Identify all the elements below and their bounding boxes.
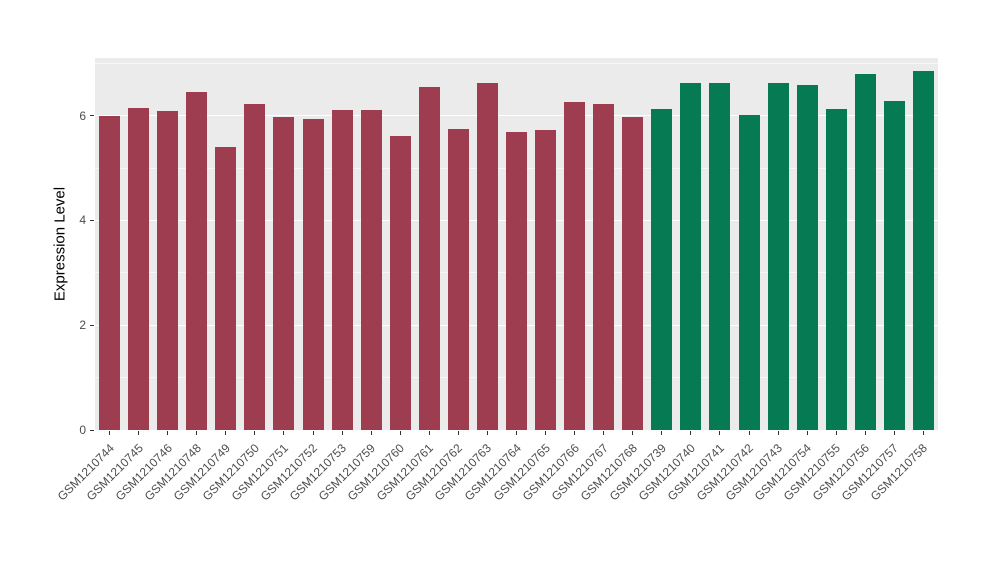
x-tick-mark [864, 431, 866, 435]
bar [360, 110, 382, 430]
bar [912, 71, 934, 430]
x-tick-mark [457, 431, 459, 435]
x-tick-mark [748, 431, 750, 435]
y-tick-mark [90, 324, 94, 326]
x-tick-mark [777, 431, 779, 435]
y-tick-label: 6 [79, 108, 86, 123]
bar [709, 83, 731, 430]
bar [418, 86, 440, 430]
bar [738, 114, 760, 430]
bar [535, 130, 557, 430]
plot-panel [95, 58, 938, 430]
x-tick-mark [574, 431, 576, 435]
x-tick-mark [370, 431, 372, 435]
bar [331, 110, 353, 430]
bar [302, 119, 324, 430]
y-tick-mark [90, 115, 94, 117]
bar [883, 100, 905, 430]
bar [506, 132, 527, 430]
y-tick-label: 2 [79, 318, 86, 333]
bar [767, 83, 789, 430]
x-tick-mark [632, 431, 634, 435]
y-tick-mark [90, 219, 94, 221]
x-tick-mark [399, 431, 401, 435]
bar [796, 85, 818, 430]
x-tick-mark [806, 431, 808, 435]
x-tick-mark [196, 431, 198, 435]
x-tick-mark [516, 431, 517, 435]
y-axis-title: Expression Level [51, 186, 69, 302]
bar [622, 117, 644, 430]
x-tick-mark [922, 431, 924, 435]
bar [825, 109, 847, 430]
bar [389, 135, 411, 430]
x-tick-mark [486, 431, 488, 435]
x-tick-mark [167, 431, 169, 435]
gridline-minor [95, 62, 938, 64]
x-tick-mark [690, 431, 692, 435]
bar [564, 101, 586, 430]
bar [99, 115, 121, 430]
bar [593, 104, 615, 430]
x-tick-mark [719, 431, 721, 435]
x-tick-mark [138, 431, 140, 435]
bar [273, 116, 295, 430]
x-tick-mark [893, 431, 895, 435]
x-tick-mark [835, 431, 837, 435]
bar [128, 107, 150, 430]
bar [186, 92, 208, 430]
y-tick-mark [90, 429, 94, 431]
bar [651, 109, 673, 430]
x-tick-mark [254, 431, 256, 435]
x-tick-mark [428, 431, 430, 435]
x-tick-mark [283, 431, 285, 435]
gridline-major [95, 115, 938, 117]
bar [157, 111, 179, 430]
bar [215, 147, 237, 430]
bar [244, 104, 266, 430]
x-tick-mark [341, 431, 343, 435]
x-tick-mark [545, 431, 547, 435]
x-tick-mark [109, 431, 111, 435]
x-tick-mark [225, 431, 227, 435]
y-tick-label: 0 [79, 423, 86, 437]
y-tick-label: 4 [79, 213, 86, 228]
bar [854, 73, 876, 430]
x-tick-mark [603, 431, 605, 435]
x-tick-mark [312, 431, 314, 435]
bar [476, 83, 498, 430]
x-tick-mark [661, 431, 663, 435]
bar [680, 83, 702, 430]
bar [447, 128, 469, 430]
